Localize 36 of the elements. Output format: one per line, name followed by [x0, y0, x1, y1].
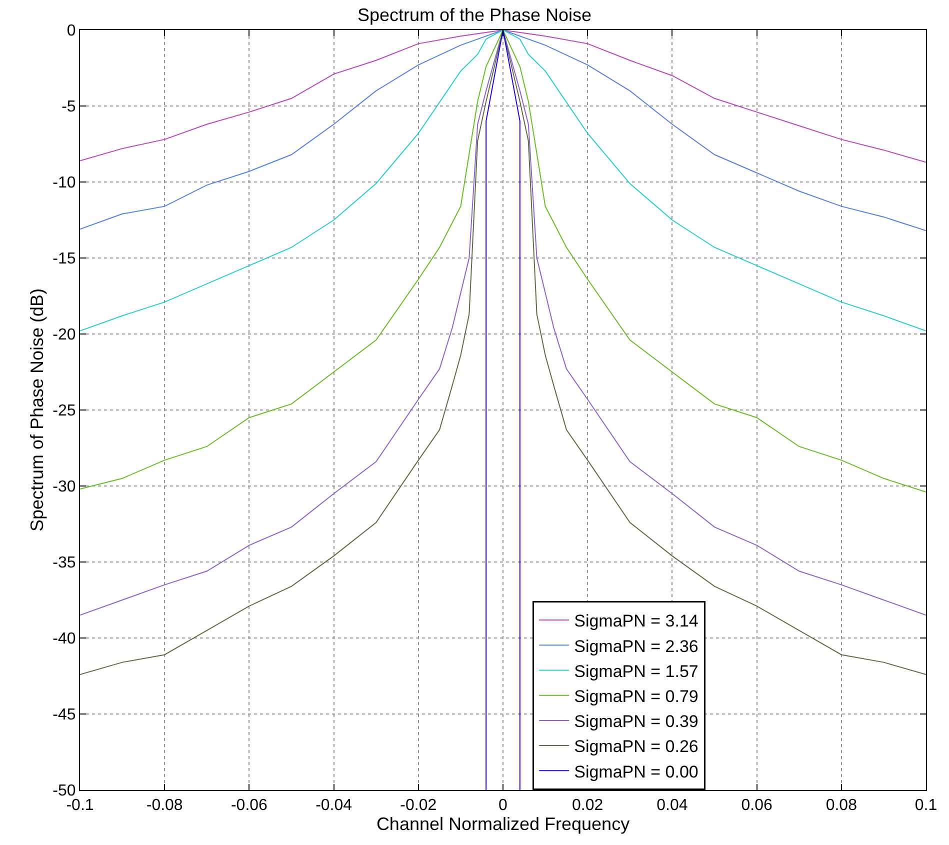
line-series [80, 30, 926, 163]
legend-label: SigmaPN = 3.14 [574, 612, 698, 631]
y-tick-label: -15 [52, 250, 76, 268]
y-tick-label: -50 [52, 782, 76, 800]
legend-label: SigmaPN = 2.36 [574, 636, 698, 656]
y-tick-label: -20 [52, 326, 76, 344]
x-tick-label: 0.04 [656, 797, 688, 814]
legend-label: SigmaPN = 0.79 [574, 686, 698, 706]
y-tick-label: 0 [66, 22, 76, 40]
x-tick-label: 0.02 [572, 797, 604, 814]
y-tick-label: -10 [52, 174, 76, 192]
y-tick-label: -5 [62, 98, 76, 116]
x-tick-label: 0.06 [741, 797, 772, 814]
y-tick-label: -30 [52, 478, 76, 496]
x-axis-title: Channel Normalized Frequency [376, 814, 630, 834]
x-tick-label: -0.02 [400, 797, 437, 814]
y-tick-label: -25 [52, 402, 76, 420]
legend-label: SigmaPN = 1.57 [574, 662, 698, 681]
legend-label: SigmaPN = 0.39 [574, 712, 698, 732]
x-tick-label: 0.08 [826, 797, 858, 814]
y-axis-title: Spectrum of Phase Noise (dB) [26, 288, 47, 532]
x-tick-label: -0.06 [230, 797, 268, 814]
legend-label: SigmaPN = 0.26 [574, 737, 698, 756]
legend-label: SigmaPN = 0.00 [574, 762, 698, 782]
line-series [80, 30, 926, 493]
y-tick-label: -45 [52, 706, 76, 724]
y-tick-label: -40 [52, 630, 76, 648]
x-tick-label: -0.1 [66, 797, 94, 814]
x-tick-label: 0.1 [914, 797, 938, 814]
chart-title: Spectrum of the Phase Noise [357, 5, 592, 26]
line-series [80, 30, 926, 232]
y-tick-label: -35 [52, 554, 76, 572]
x-tick-label: -0.04 [316, 797, 352, 814]
x-tick-label: -0.08 [146, 797, 183, 814]
x-tick-label: 0 [498, 797, 508, 814]
line-series [80, 30, 926, 332]
